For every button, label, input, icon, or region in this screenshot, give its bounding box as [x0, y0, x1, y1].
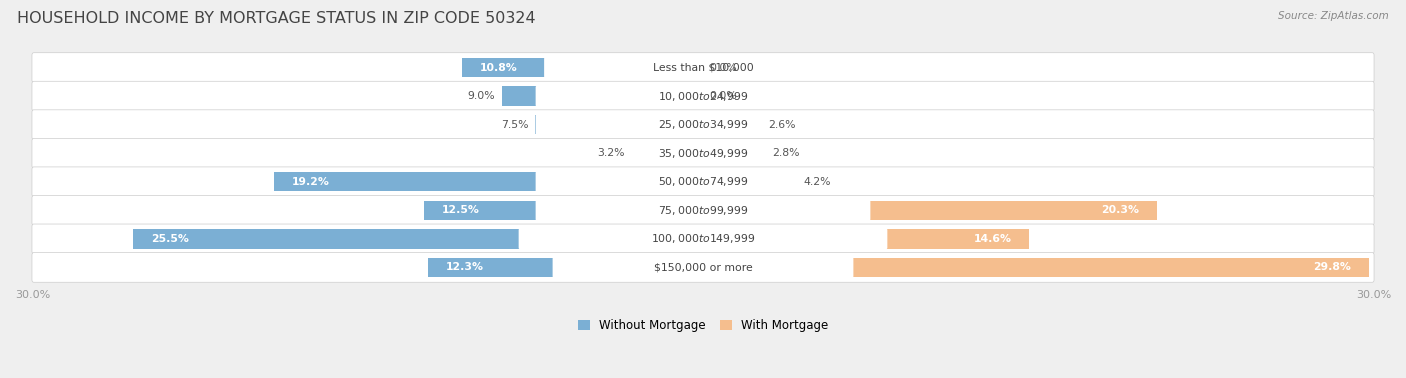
Bar	[536, 115, 703, 134]
Bar	[703, 258, 1369, 277]
Text: 12.5%: 12.5%	[441, 205, 479, 215]
Text: 0.0%: 0.0%	[710, 63, 738, 73]
FancyBboxPatch shape	[536, 86, 870, 106]
Text: 7.5%: 7.5%	[501, 120, 529, 130]
Text: 20.3%: 20.3%	[1101, 205, 1139, 215]
Text: $35,000 to $49,999: $35,000 to $49,999	[658, 147, 748, 160]
Text: 4.2%: 4.2%	[804, 177, 831, 187]
Text: $100,000 to $149,999: $100,000 to $149,999	[651, 232, 755, 245]
Text: 2.8%: 2.8%	[772, 148, 800, 158]
Text: 9.0%: 9.0%	[468, 91, 495, 101]
FancyBboxPatch shape	[32, 53, 1374, 82]
Bar	[703, 144, 766, 163]
Bar	[461, 58, 703, 77]
FancyBboxPatch shape	[519, 229, 887, 249]
Bar	[703, 201, 1157, 220]
FancyBboxPatch shape	[536, 143, 870, 164]
Bar	[631, 144, 703, 163]
FancyBboxPatch shape	[32, 224, 1374, 254]
FancyBboxPatch shape	[536, 172, 870, 192]
Text: $75,000 to $99,999: $75,000 to $99,999	[658, 204, 748, 217]
Text: 10.8%: 10.8%	[479, 63, 517, 73]
FancyBboxPatch shape	[553, 257, 853, 278]
Legend: Without Mortgage, With Mortgage: Without Mortgage, With Mortgage	[578, 319, 828, 332]
FancyBboxPatch shape	[32, 138, 1374, 168]
Bar	[703, 172, 797, 192]
Text: HOUSEHOLD INCOME BY MORTGAGE STATUS IN ZIP CODE 50324: HOUSEHOLD INCOME BY MORTGAGE STATUS IN Z…	[17, 11, 536, 26]
Text: Less than $10,000: Less than $10,000	[652, 63, 754, 73]
FancyBboxPatch shape	[32, 167, 1374, 197]
Bar	[274, 172, 703, 192]
Text: 2.6%: 2.6%	[768, 120, 796, 130]
Text: 14.6%: 14.6%	[973, 234, 1011, 244]
FancyBboxPatch shape	[32, 81, 1374, 111]
Bar	[502, 87, 703, 106]
Text: $10,000 to $24,999: $10,000 to $24,999	[658, 90, 748, 102]
FancyBboxPatch shape	[536, 115, 870, 135]
FancyBboxPatch shape	[32, 195, 1374, 225]
Text: 3.2%: 3.2%	[598, 148, 624, 158]
Bar	[429, 258, 703, 277]
Bar	[423, 201, 703, 220]
Bar	[703, 229, 1029, 249]
Bar	[703, 115, 761, 134]
Text: 29.8%: 29.8%	[1313, 262, 1351, 273]
Bar	[134, 229, 703, 249]
Text: $150,000 or more: $150,000 or more	[654, 262, 752, 273]
FancyBboxPatch shape	[536, 200, 870, 221]
Text: 19.2%: 19.2%	[292, 177, 330, 187]
Text: 25.5%: 25.5%	[150, 234, 188, 244]
Text: Source: ZipAtlas.com: Source: ZipAtlas.com	[1278, 11, 1389, 21]
FancyBboxPatch shape	[32, 253, 1374, 282]
Text: $50,000 to $74,999: $50,000 to $74,999	[658, 175, 748, 188]
Text: 12.3%: 12.3%	[446, 262, 484, 273]
Text: $25,000 to $34,999: $25,000 to $34,999	[658, 118, 748, 131]
Text: 0.0%: 0.0%	[710, 91, 738, 101]
FancyBboxPatch shape	[544, 57, 862, 78]
FancyBboxPatch shape	[32, 110, 1374, 139]
